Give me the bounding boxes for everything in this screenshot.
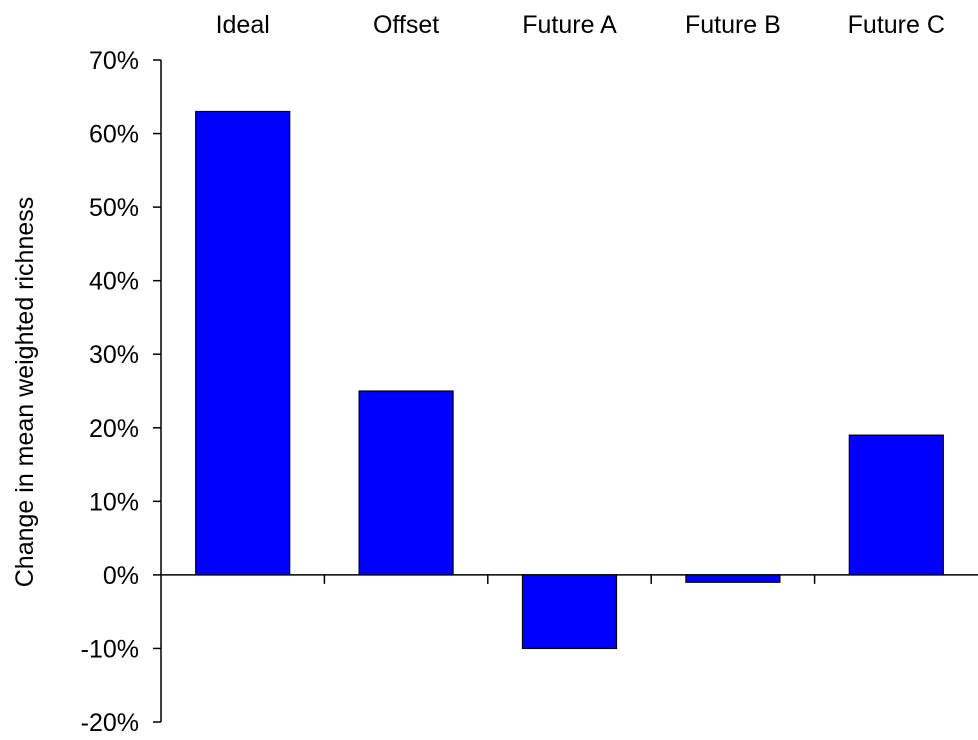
category-label: Future C	[848, 11, 945, 39]
bar-future-c	[848, 434, 944, 576]
y-tick-label: 0%	[103, 562, 139, 590]
y-tick-label: -20%	[81, 709, 139, 737]
y-tick-label: 30%	[89, 341, 139, 369]
category-label: Ideal	[216, 11, 270, 39]
bar-future-b	[685, 574, 781, 583]
category-label: Offset	[373, 11, 439, 39]
bar-ideal	[195, 110, 291, 576]
y-tick-label: 60%	[89, 121, 139, 149]
y-tick-label: 20%	[89, 415, 139, 443]
y-tick-label: -10%	[81, 635, 139, 663]
y-axis-ticks: -20% -10% 0% 10% 20% 30% 40% 50% 60% 70%	[81, 47, 161, 737]
category-labels: Ideal Offset Future A Future B Future C	[216, 11, 945, 39]
category-label: Future A	[522, 11, 617, 39]
y-tick-label: 50%	[89, 194, 139, 222]
bar-future-a	[521, 574, 618, 650]
x-axis-ticks	[323, 574, 816, 584]
category-label: Future B	[685, 11, 781, 39]
y-tick-label: 10%	[89, 488, 139, 516]
y-tick-label: 40%	[89, 268, 139, 296]
y-tick-label: 70%	[89, 47, 139, 75]
bars	[195, 110, 944, 650]
y-axis-title: Change in mean weighted richness	[11, 197, 39, 588]
bar-offset	[358, 390, 454, 576]
